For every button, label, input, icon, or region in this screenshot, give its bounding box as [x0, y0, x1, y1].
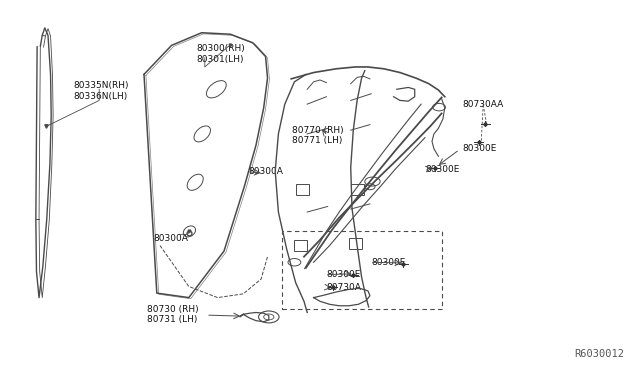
Text: 80300E: 80300E [426, 165, 460, 174]
Text: 80730A: 80730A [326, 283, 361, 292]
Text: 80770 (RH)
80771 (LH): 80770 (RH) 80771 (LH) [292, 126, 344, 145]
Bar [296, 184, 309, 195]
Bar [294, 240, 307, 251]
Text: 80300E: 80300E [371, 258, 406, 267]
Text: 80730 (RH)
80731 (LH): 80730 (RH) 80731 (LH) [147, 305, 199, 324]
Text: 80300A: 80300A [248, 167, 283, 176]
Text: R6030012: R6030012 [574, 349, 624, 359]
Text: 80300(RH)
80301(LH): 80300(RH) 80301(LH) [196, 44, 245, 64]
Text: 80300E: 80300E [326, 270, 361, 279]
Bar [351, 184, 364, 195]
Text: 80300A: 80300A [154, 234, 188, 243]
Bar [349, 238, 362, 249]
Text: 80730AA: 80730AA [462, 100, 503, 109]
Text: 80300E: 80300E [462, 144, 497, 153]
Text: 80335N(RH)
80336N(LH): 80335N(RH) 80336N(LH) [74, 81, 129, 101]
